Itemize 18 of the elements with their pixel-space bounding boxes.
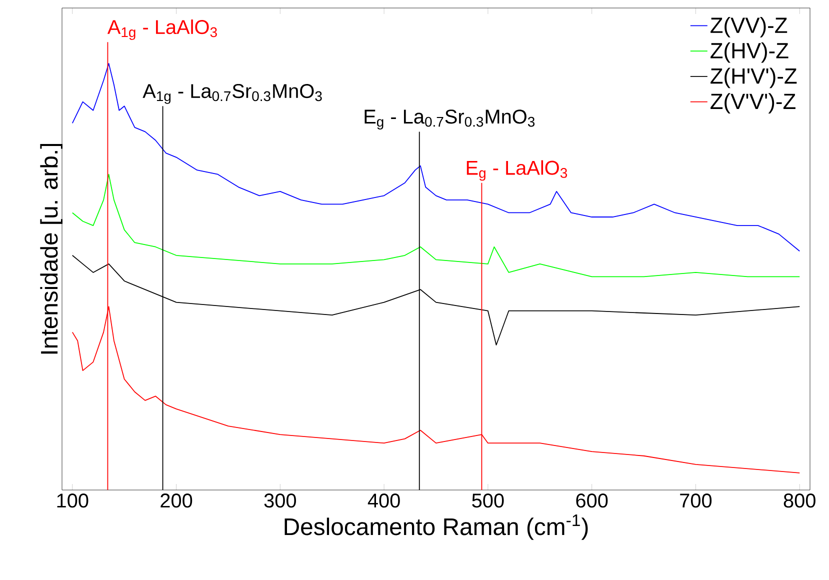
legend-label: Z(VV)-Z [710, 16, 788, 38]
x-tick-label: 300 [264, 494, 296, 508]
x-tick-label: 800 [784, 494, 816, 508]
x-axis-title: Deslocamento Raman (cm$^{-1}$) [284, 514, 588, 540]
ref-line-label: A$_{1g}$ - LaAlO$_{3}$ [107, 19, 217, 40]
x-tick-label: 100 [57, 494, 88, 508]
x-tick-label: 500 [472, 494, 504, 508]
legend-label: Z(HV)-Z [710, 42, 788, 63]
x-tick-label: 700 [680, 494, 712, 508]
y-axis-title: Intensidade [u. arb.] [40, 144, 62, 354]
legend-label: Z(H'V')-Z [710, 68, 797, 88]
ref-line-label: A$_{1g}$ - La$_{0.7}$Sr$_{0.3}$MnO$_{3}$ [142, 84, 322, 104]
legend-label: Z(V'V')-Z [710, 93, 796, 114]
ref-line-label: E$_{g}$ - La$_{0.7}$Sr$_{0.3}$MnO$_{3}$ [364, 110, 535, 130]
ref-line-label: E$_{g}$ - LaAlO$_{3}$ [466, 160, 568, 181]
x-tick-label: 600 [576, 494, 608, 508]
x-tick-label: 400 [368, 494, 400, 508]
x-tick-label: 200 [160, 494, 192, 508]
